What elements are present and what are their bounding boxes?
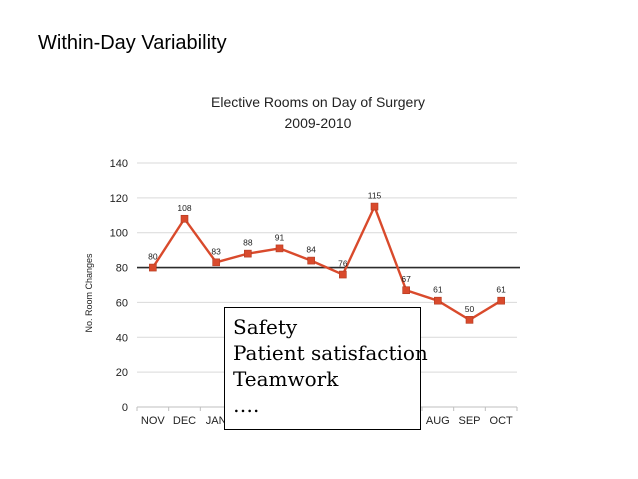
data-label-jul: 67	[401, 274, 411, 284]
data-point-dec	[180, 214, 189, 223]
data-label-sep: 50	[465, 304, 475, 314]
data-point-oct	[497, 296, 505, 305]
x-tick-label-oct: OCT	[490, 415, 514, 427]
data-point-nov	[149, 263, 157, 272]
data-label-may: 76	[338, 259, 348, 269]
chart-subtitle: 2009-2010	[285, 115, 352, 131]
chart-title: Elective Rooms on Day of Surgery	[211, 94, 425, 110]
data-point-jan	[212, 258, 220, 267]
data-label-jan: 83	[211, 246, 221, 256]
data-label-oct: 61	[496, 285, 506, 295]
y-tick-label: 60	[116, 297, 128, 309]
y-tick-label: 0	[122, 402, 128, 414]
data-point-apr	[307, 256, 315, 265]
data-point-mar	[275, 244, 284, 253]
callout-line-safety: Safety	[233, 315, 298, 339]
y-tick-label: 120	[110, 193, 128, 205]
y-tick-label: 40	[116, 332, 128, 344]
data-point-jun	[370, 202, 379, 211]
data-label-feb: 88	[243, 238, 253, 248]
slide-title: Within-Day Variability	[38, 32, 227, 54]
data-point-sep	[465, 316, 474, 324]
data-label-jun: 115	[368, 191, 382, 201]
x-tick-label-aug: AUG	[426, 415, 450, 427]
x-tick-label-nov: NOV	[141, 415, 166, 427]
data-label-apr: 84	[306, 245, 316, 255]
data-label-dec: 108	[177, 203, 191, 213]
data-point-aug	[434, 296, 442, 305]
data-label-mar: 91	[275, 232, 285, 242]
y-tick-label: 80	[116, 263, 128, 275]
y-axis-label: No. Room Changes	[84, 253, 94, 333]
data-point-may	[339, 270, 347, 279]
callout-line-ellipsis: ….	[233, 393, 260, 417]
data-point-feb	[244, 249, 252, 258]
callout-line-teamwork: Teamwork	[233, 367, 339, 391]
data-point-jul	[402, 286, 410, 295]
x-tick-label-sep: SEP	[458, 415, 480, 427]
callout-box: Safety Patient satisfaction Teamwork ….	[224, 307, 428, 430]
y-tick-label: 20	[116, 367, 128, 379]
callout-line-patient-satisfaction: Patient satisfaction	[233, 341, 428, 365]
data-label-aug: 61	[433, 285, 443, 295]
data-label-nov: 80	[148, 252, 158, 262]
x-tick-label-dec: DEC	[173, 415, 196, 427]
y-tick-label: 100	[110, 228, 128, 240]
y-tick-label: 140	[110, 158, 128, 170]
series-line	[151, 205, 502, 322]
x-tick-label-jan: JAN	[206, 415, 227, 427]
